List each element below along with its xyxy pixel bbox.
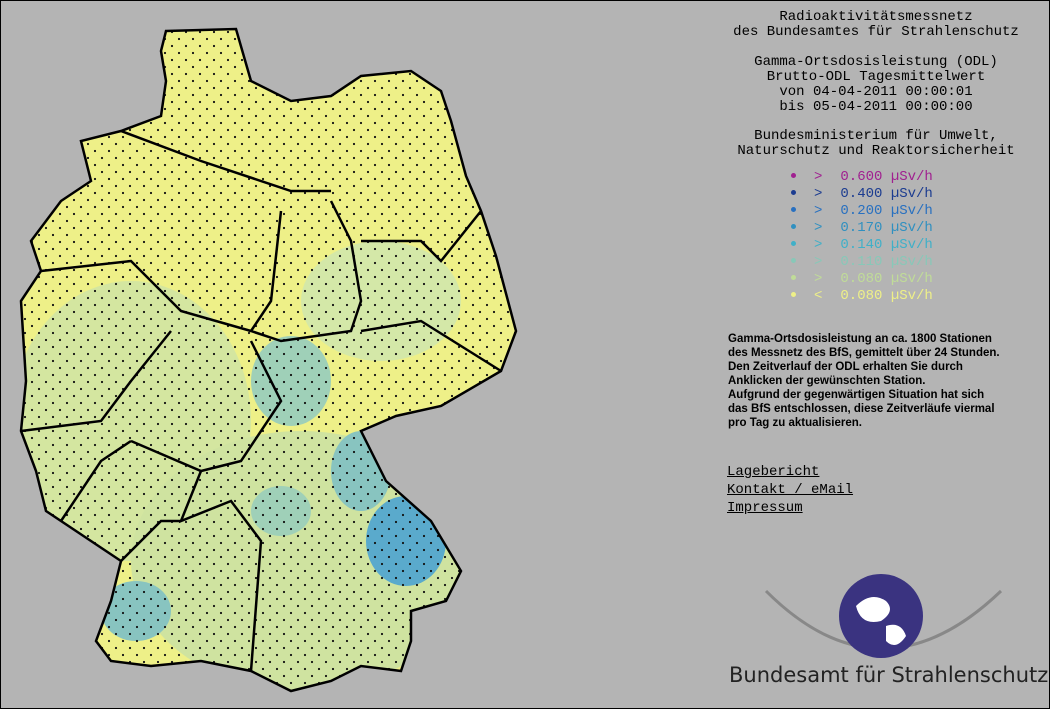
- legend-row: >0.080 µSv/h: [789, 271, 933, 287]
- header-line: Radioaktivitätsmessnetz: [779, 9, 973, 25]
- legend-comparator: >: [814, 220, 823, 236]
- legend-marker: [791, 207, 796, 212]
- legend-marker: [791, 173, 796, 178]
- legend-label: 0.400 µSv/h: [840, 186, 933, 202]
- ministry-line: Naturschutz und Reaktorsicherheit: [737, 143, 1015, 159]
- measurement: Gamma-Ortsdosisleistung (ODL) Brutto-ODL …: [701, 54, 1049, 115]
- logo-graphic: [764, 574, 1003, 658]
- map-fill: [21, 29, 516, 691]
- legend-marker: [791, 275, 796, 280]
- legend-row: <0.080 µSv/h: [789, 288, 933, 304]
- ministry-line: Bundesministerium für Umwelt,: [754, 128, 998, 144]
- measurement-line: von 04-04-2011 00:00:01: [779, 84, 973, 100]
- legend-marker: [791, 241, 796, 246]
- legend-row: >0.600 µSv/h: [789, 169, 933, 185]
- legend-comparator: >: [814, 237, 823, 253]
- description-line: des Messnetz des BfS, gemittelt über 24 …: [728, 347, 1000, 359]
- link[interactable]: Impressum: [727, 500, 803, 516]
- legend-label: 0.140 µSv/h: [840, 237, 933, 253]
- description-line: das BfS entschlossen, diese Zeitverläufe…: [728, 403, 995, 415]
- measurement-line: Gamma-Ortsdosisleistung (ODL): [754, 54, 998, 70]
- map: [19, 27, 518, 693]
- legend-comparator: >: [814, 254, 823, 270]
- header-line: des Bundesamtes für Strahlenschutz: [733, 24, 1019, 40]
- legend-marker: [791, 224, 796, 229]
- legend-label: 0.200 µSv/h: [840, 203, 933, 219]
- description-line: Den Zeitverlauf der ODL erhalten Sie dur…: [728, 361, 963, 373]
- description-line: Gamma-Ortsdosisleistung an ca. 1800 Stat…: [728, 333, 992, 345]
- description-line: pro Tag zu aktualisieren.: [728, 417, 862, 429]
- legend-label: 0.600 µSv/h: [840, 169, 933, 185]
- legend-marker: [791, 190, 796, 195]
- legend-comparator: <: [814, 288, 823, 304]
- link[interactable]: Lagebericht: [727, 464, 820, 480]
- legend-marker: [791, 292, 796, 297]
- legend-comparator: >: [814, 271, 823, 287]
- legend-label: 0.110 µSv/h: [840, 254, 933, 270]
- legend-row: >0.140 µSv/h: [789, 237, 933, 253]
- legend-row: >0.200 µSv/h: [789, 203, 933, 219]
- measurement-line: bis 05-04-2011 00:00:00: [779, 99, 973, 115]
- description-line: Aufgrund der gegenwärtigen Situation hat…: [728, 389, 985, 401]
- measurement-line: Brutto-ODL Tagesmittelwert: [766, 69, 986, 85]
- legend-comparator: >: [814, 203, 823, 219]
- legend-label: 0.170 µSv/h: [840, 220, 933, 236]
- legend-label: 0.080 µSv/h: [840, 288, 933, 304]
- ministry: Bundesministerium für Umwelt, Naturschutz…: [701, 128, 1049, 159]
- header: Radioaktivitätsmessnetz des Bundesamtes f…: [701, 9, 1049, 40]
- legend-marker: [791, 258, 796, 263]
- description-line: Anklicken der gewünschten Station.: [728, 375, 926, 387]
- legend-comparator: >: [814, 186, 823, 202]
- state-borders: [20, 129, 502, 672]
- legend-row: >0.110 µSv/h: [789, 254, 933, 270]
- description: Gamma-Ortsdosisleistung an ca. 1800 Stat…: [728, 332, 1000, 430]
- legend-comparator: >: [814, 169, 823, 185]
- logo-text: Bundesamt für Strahlenschutz: [729, 663, 1049, 687]
- legend-label: 0.080 µSv/h: [840, 271, 933, 287]
- link[interactable]: Kontakt / eMail: [727, 482, 854, 498]
- legend-row: >0.170 µSv/h: [789, 220, 933, 236]
- legend-row: >0.400 µSv/h: [789, 186, 933, 202]
